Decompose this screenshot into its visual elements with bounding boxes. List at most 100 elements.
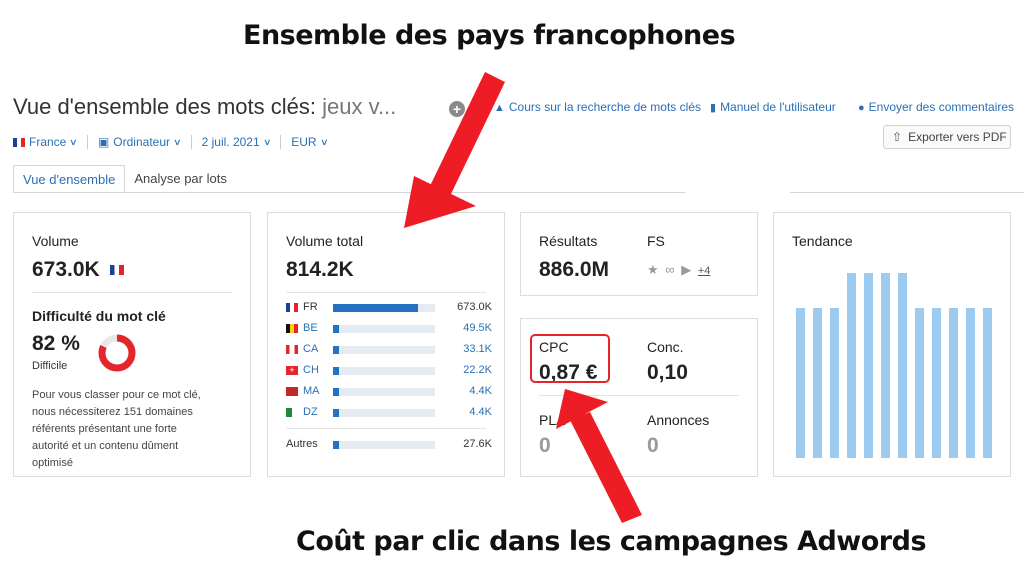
device-filter[interactable]: ▣ Ordinateur ∨ bbox=[97, 135, 182, 149]
feedback-link[interactable]: ● Envoyer des commentaires bbox=[858, 100, 1014, 114]
feedback-link-label: Envoyer des commentaires bbox=[868, 100, 1015, 114]
volume-value-text: 673.0K bbox=[32, 258, 100, 281]
france-flag-icon bbox=[13, 137, 25, 147]
trend-bar[interactable] bbox=[864, 273, 873, 458]
results-value: 886.0M bbox=[539, 258, 610, 281]
trend-bar[interactable] bbox=[813, 308, 822, 458]
currency-filter[interactable]: EUR ∨ bbox=[291, 135, 329, 149]
link-icon: ∞ bbox=[665, 262, 675, 277]
arrow-top bbox=[404, 72, 505, 228]
country-volume: 4.4K bbox=[469, 385, 492, 397]
country-volume: 4.4K bbox=[469, 406, 492, 418]
pla-value: 0 bbox=[539, 434, 551, 457]
page-title: Vue d'ensemble des mots clés: jeux v... bbox=[13, 94, 396, 120]
volume-value: 673.0K bbox=[32, 258, 128, 282]
country-bar bbox=[333, 325, 339, 333]
country-row-ma[interactable]: MA 4.4K bbox=[286, 385, 492, 399]
other-volume: 27.6K bbox=[463, 438, 492, 450]
country-row-other[interactable]: Autres 27.6K bbox=[286, 438, 492, 452]
ads-label: Annonces bbox=[647, 412, 710, 428]
country-volume: 673.0K bbox=[457, 301, 492, 313]
description-line: nous nécessiterez 151 domaines bbox=[32, 406, 193, 418]
trend-bar[interactable] bbox=[915, 308, 924, 458]
export-pdf-label: Exporter vers PDF bbox=[908, 130, 1007, 144]
country-row-dz[interactable]: DZ 4.4K bbox=[286, 406, 492, 420]
tab-overview[interactable]: Vue d'ensemble bbox=[13, 165, 126, 193]
tab-batch-analysis[interactable]: Analyse par lots bbox=[134, 171, 227, 186]
page-title-text: Vue d'ensemble des mots clés: bbox=[13, 94, 316, 119]
date-filter[interactable]: 2 juil. 2021 ∨ bbox=[201, 135, 272, 149]
course-link[interactable]: ▲ Cours sur la recherche de mots clés bbox=[494, 100, 701, 114]
trend-bar[interactable] bbox=[932, 308, 941, 458]
ads-value: 0 bbox=[647, 434, 659, 457]
belgium-flag-icon bbox=[286, 324, 298, 333]
star-icon: ★ bbox=[647, 262, 659, 277]
competition-label: Conc. bbox=[647, 339, 684, 355]
other-bar bbox=[333, 441, 339, 449]
book-icon: ▮ bbox=[710, 102, 717, 114]
trend-bar[interactable] bbox=[949, 308, 958, 458]
add-icon[interactable]: + bbox=[449, 101, 465, 117]
volume-label: Volume bbox=[32, 233, 79, 249]
country-row-fr[interactable]: FR 673.0K bbox=[286, 301, 492, 315]
trend-bar[interactable] bbox=[881, 273, 890, 458]
desktop-icon: ▣ bbox=[97, 135, 110, 149]
trend-bar[interactable] bbox=[966, 308, 975, 458]
fs-label: FS bbox=[647, 233, 665, 249]
manual-link[interactable]: ▮ Manuel de l'utilisateur bbox=[710, 100, 836, 114]
trend-bar[interactable] bbox=[830, 308, 839, 458]
chevron-down-icon: ∨ bbox=[262, 136, 272, 147]
country-filter-label: France bbox=[29, 135, 67, 149]
total-volume-label: Volume total bbox=[286, 233, 364, 249]
country-bar bbox=[333, 346, 339, 354]
chevron-down-icon: ∨ bbox=[69, 136, 78, 147]
canada-flag-icon bbox=[286, 345, 298, 354]
country-filter[interactable]: France ∨ bbox=[13, 135, 78, 149]
country-code: CH bbox=[303, 364, 319, 376]
volume-card: Volume 673.0K Difficulté du mot clé 82 %… bbox=[13, 212, 251, 477]
tab-bar: Vue d'ensemble Analyse par lots bbox=[13, 165, 236, 193]
trend-bar[interactable] bbox=[796, 308, 805, 458]
country-row-ch[interactable]: + CH 22.2K bbox=[286, 364, 492, 378]
country-code: DZ bbox=[303, 406, 318, 418]
description-line: autorité et un contenu dûment bbox=[32, 440, 179, 452]
chat-icon: ● bbox=[858, 102, 865, 114]
difficulty-description: Pour vous classer pour ce mot clé, nous … bbox=[32, 387, 201, 472]
country-bar bbox=[333, 304, 418, 312]
arrow-bottom bbox=[556, 389, 642, 523]
cpc-label: CPC bbox=[539, 339, 569, 355]
serp-features-more[interactable]: +4 bbox=[697, 265, 711, 277]
country-volume: 49.5K bbox=[463, 322, 492, 334]
country-code: BE bbox=[303, 322, 318, 334]
description-line: optimisé bbox=[32, 457, 73, 469]
date-filter-label: 2 juil. 2021 bbox=[201, 135, 260, 149]
trend-bar[interactable] bbox=[847, 273, 856, 458]
chevron-down-icon: ∨ bbox=[319, 136, 329, 147]
country-row-be[interactable]: BE 49.5K bbox=[286, 322, 492, 336]
morocco-flag-icon bbox=[286, 387, 298, 396]
trend-card: Tendance bbox=[773, 212, 1011, 477]
difficulty-level: Difficile bbox=[32, 360, 68, 372]
trend-bar[interactable] bbox=[898, 273, 907, 458]
country-bar bbox=[333, 409, 339, 417]
switzerland-flag-icon: + bbox=[286, 366, 298, 375]
trend-bar[interactable] bbox=[983, 308, 992, 458]
country-bar bbox=[333, 388, 339, 396]
competition-value: 0,10 bbox=[647, 361, 688, 384]
france-flag-icon bbox=[286, 303, 298, 312]
cpc-card: CPC 0,87 € Conc. 0,10 PLA 0 Annonces 0 bbox=[520, 318, 758, 477]
france-flag-icon bbox=[109, 265, 124, 276]
country-code: FR bbox=[303, 301, 318, 313]
results-label: Résultats bbox=[539, 233, 598, 249]
annotation-bottom: Coût par clic dans les campagnes Adwords bbox=[296, 526, 927, 557]
export-pdf-button[interactable]: ⇧ Exporter vers PDF bbox=[883, 125, 1011, 149]
page-title-keyword: jeux v... bbox=[322, 94, 397, 119]
results-card: Résultats 886.0M FS ★ ∞ ▶ +4 bbox=[520, 212, 758, 296]
difficulty-value: 82 % bbox=[32, 332, 80, 355]
chevron-down-icon: ∨ bbox=[173, 136, 182, 147]
annotation-top: Ensemble des pays francophones bbox=[243, 20, 736, 51]
export-icon: ⇧ bbox=[892, 130, 903, 144]
video-icon: ▶ bbox=[681, 262, 692, 277]
country-row-ca[interactable]: CA 33.1K bbox=[286, 343, 492, 357]
